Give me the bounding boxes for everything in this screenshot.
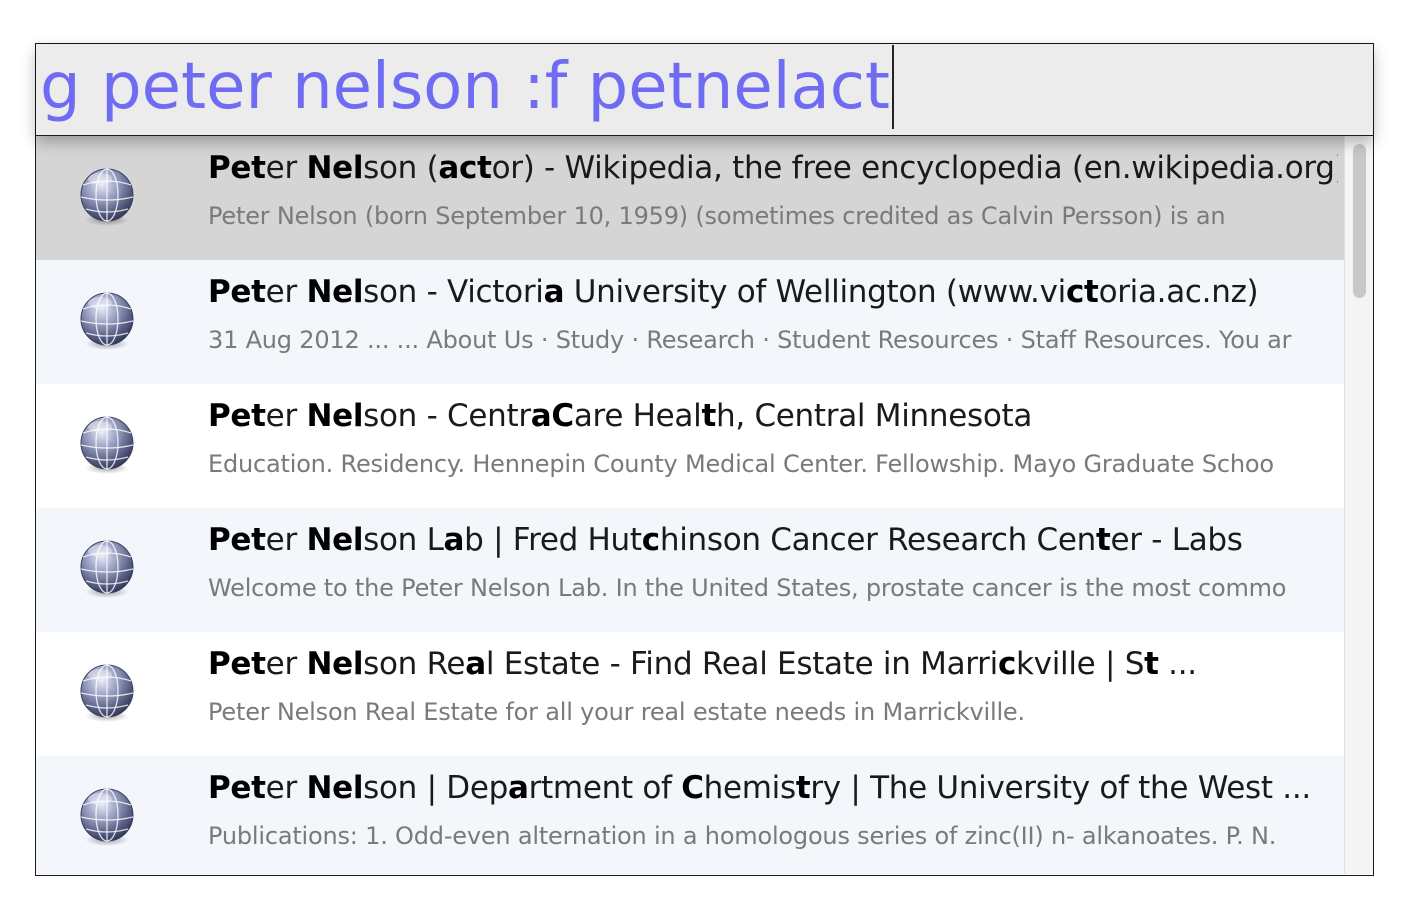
result-snippet: Publications: 1. Odd-even alternation in… <box>208 822 1277 850</box>
title-segment: son | Dep <box>363 770 508 806</box>
title-match-segment: Pet <box>208 646 266 682</box>
globe-icon <box>80 540 134 598</box>
globe-icon <box>80 788 134 846</box>
result-snippet: Peter Nelson (born September 10, 1959) (… <box>208 202 1226 230</box>
title-match-segment: a <box>443 522 465 558</box>
result-snippet: 31 Aug 2012 ... ... About Us · Study · R… <box>208 326 1292 354</box>
globe-icon <box>80 664 134 722</box>
title-match-segment: act <box>438 150 492 186</box>
title-segment: son ( <box>363 150 439 186</box>
results-list: Peter Nelson (actor) - Wikipedia, the fr… <box>36 136 1344 874</box>
title-segment: b | Fred Hut <box>464 522 642 558</box>
title-segment: er <box>265 150 307 186</box>
title-match-segment: Pet <box>208 274 266 310</box>
results-scrollbar[interactable] <box>1344 136 1373 874</box>
title-segment: University of Wellington (www.vi <box>564 274 1067 310</box>
result-title: Peter Nelson - Victoria University of We… <box>208 274 1338 310</box>
title-match-segment: t <box>795 770 811 806</box>
title-segment: er - Labs <box>1110 522 1243 558</box>
result-title: Peter Nelson (actor) - Wikipedia, the fr… <box>208 150 1338 186</box>
result-row[interactable]: Peter Nelson Lab | Fred Hutchinson Cance… <box>36 508 1344 632</box>
title-segment: er <box>265 646 307 682</box>
title-segment: rtment of <box>528 770 682 806</box>
result-title: Peter Nelson Real Estate - Find Real Est… <box>208 646 1338 682</box>
title-match-segment: a <box>465 646 486 682</box>
title-segment: l Estate - Find Real Estate in Marri <box>485 646 998 682</box>
title-match-segment: Nel <box>306 770 364 806</box>
title-match-segment: t <box>701 398 716 434</box>
result-row[interactable]: Peter Nelson (actor) - Wikipedia, the fr… <box>36 136 1344 260</box>
result-snippet: Peter Nelson Real Estate for all your re… <box>208 698 1025 726</box>
globe-icon <box>80 168 134 226</box>
title-match-segment: Pet <box>208 398 266 434</box>
title-match-segment: aC <box>530 398 574 434</box>
title-match-segment: Pet <box>208 150 266 186</box>
title-segment: son Re <box>363 646 466 682</box>
title-segment: are Heal <box>573 398 702 434</box>
result-row[interactable]: Peter Nelson - CentraCare Health, Centra… <box>36 384 1344 508</box>
result-snippet: Welcome to the Peter Nelson Lab. In the … <box>208 574 1287 602</box>
result-row[interactable]: Peter Nelson - Victoria University of We… <box>36 260 1344 384</box>
title-match-segment: ct <box>1065 274 1099 310</box>
search-query-text: g peter nelson :f petnelact <box>40 50 890 124</box>
title-segment: hinson Cancer Research Cen <box>659 522 1096 558</box>
title-segment: kville | S <box>1016 646 1145 682</box>
result-row[interactable]: Peter Nelson | Department of Chemistry |… <box>36 756 1344 874</box>
title-match-segment: t <box>1096 522 1111 558</box>
title-match-segment: c <box>997 646 1017 682</box>
title-segment: or) - Wikipedia, the free encyclopedia (… <box>491 150 1338 186</box>
title-match-segment: a <box>508 770 529 806</box>
result-snippet: Education. Residency. Hennepin County Me… <box>208 450 1274 478</box>
title-segment: oria.ac.nz) <box>1098 274 1259 310</box>
result-title: Peter Nelson Lab | Fred Hutchinson Cance… <box>208 522 1338 558</box>
result-row[interactable]: Peter Nelson Real Estate - Find Real Est… <box>36 632 1344 756</box>
title-segment: ry | The University of the West ... <box>810 770 1311 806</box>
title-segment: h, Central Minnesota <box>715 398 1033 434</box>
title-match-segment: Nel <box>306 274 364 310</box>
title-segment: er <box>265 522 307 558</box>
title-match-segment: C <box>681 770 704 806</box>
title-match-segment: Pet <box>208 522 266 558</box>
title-match-segment: Nel <box>306 646 364 682</box>
result-title: Peter Nelson - CentraCare Health, Centra… <box>208 398 1338 434</box>
title-segment: ... <box>1158 646 1197 682</box>
title-segment: son - Centr <box>363 398 531 434</box>
search-input[interactable]: g peter nelson :f petnelact <box>40 45 894 129</box>
globe-icon <box>80 416 134 474</box>
title-match-segment: t <box>1144 646 1159 682</box>
title-segment: son - Victori <box>363 274 544 310</box>
title-segment: er <box>265 274 307 310</box>
title-segment: er <box>265 770 307 806</box>
title-match-segment: Pet <box>208 770 266 806</box>
title-match-segment: a <box>543 274 565 310</box>
search-bar[interactable]: g peter nelson :f petnelact <box>36 44 1373 136</box>
title-segment: hemis <box>703 770 796 806</box>
title-match-segment: Nel <box>306 150 364 186</box>
title-match-segment: c <box>641 522 660 558</box>
title-match-segment: Nel <box>306 522 364 558</box>
title-segment: son L <box>363 522 444 558</box>
text-caret <box>891 45 894 129</box>
result-title: Peter Nelson | Department of Chemistry |… <box>208 770 1338 806</box>
globe-icon <box>80 292 134 350</box>
title-match-segment: Nel <box>306 398 364 434</box>
scrollbar-thumb[interactable] <box>1353 144 1366 298</box>
title-segment: er <box>265 398 307 434</box>
launcher-window: g peter nelson :f petnelact Peter Nelson… <box>35 43 1374 876</box>
